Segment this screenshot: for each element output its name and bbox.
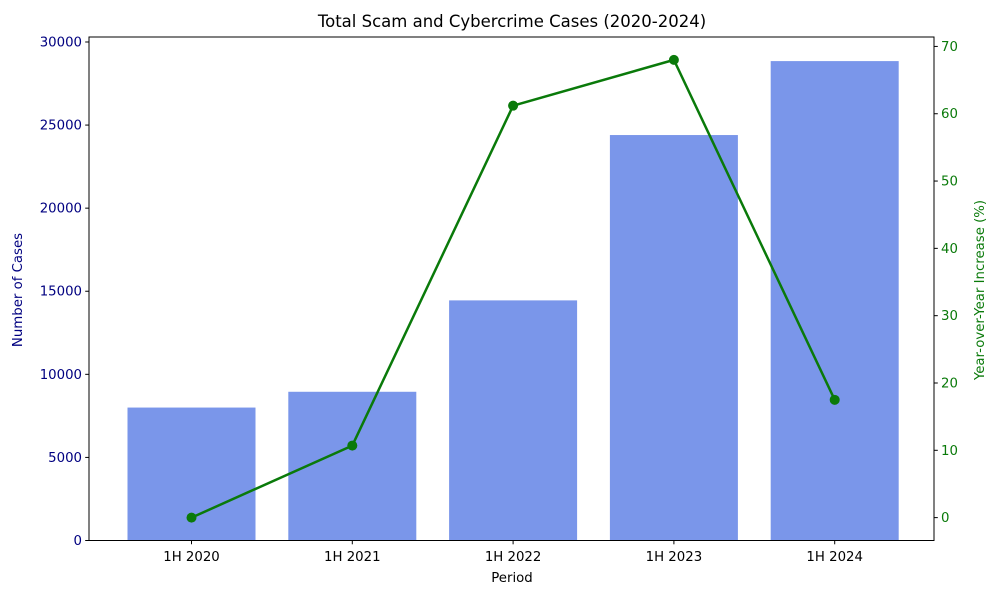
right-axis-tick-label: 50	[941, 175, 958, 190]
right-axis-label: Year-over-Year Increase (%)	[973, 200, 988, 381]
axes-frame	[88, 36, 935, 541]
left-axis-tick-label: 25000	[40, 119, 82, 134]
chart-title: Total Scam and Cybercrime Cases (2020-20…	[317, 12, 706, 31]
bar-1h-2022	[449, 300, 578, 541]
bar-1h-2024	[770, 61, 899, 541]
left-axis-tick-label: 10000	[40, 368, 82, 383]
yoy-marker-1h-2020	[186, 512, 197, 523]
yoy-marker-1h-2022	[508, 100, 519, 111]
right-axis-tick-label: 0	[941, 511, 949, 526]
x-tick-label-1h-2023: 1H 2023	[646, 550, 703, 565]
left-axis-tick-label: 5000	[48, 451, 82, 466]
bar-1h-2021	[288, 391, 417, 541]
right-axis-tick-label: 10	[941, 444, 958, 459]
right-axis-tick-label: 60	[941, 107, 958, 122]
x-tick-label-1h-2020: 1H 2020	[163, 550, 220, 565]
left-axis-label: Number of Cases	[11, 233, 26, 347]
left-axis-tick-label: 15000	[40, 285, 82, 300]
x-tick-label-1h-2021: 1H 2021	[324, 550, 381, 565]
left-axis-tick-label: 0	[74, 534, 82, 549]
x-tick-label-1h-2024: 1H 2024	[806, 550, 863, 565]
right-axis-tick-label: 20	[941, 376, 958, 391]
right-axis-tick-label: 40	[941, 242, 958, 257]
yoy-marker-1h-2024	[829, 394, 840, 405]
yoy-marker-1h-2021	[347, 440, 358, 451]
bar-1h-2023	[609, 135, 738, 541]
x-tick-label-1h-2022: 1H 2022	[485, 550, 542, 565]
right-axis-tick-label: 30	[941, 309, 958, 324]
yoy-marker-1h-2023	[668, 54, 679, 65]
plot-area: 0 5000 10000 15000 20000 25000 30000 0 10 20 30 40 5…	[40, 35, 958, 565]
x-axis-label: Period	[491, 571, 532, 586]
left-axis-tick-label: 20000	[40, 202, 82, 217]
left-axis-tick-label: 30000	[40, 35, 82, 50]
right-axis-tick-label: 70	[941, 40, 958, 55]
